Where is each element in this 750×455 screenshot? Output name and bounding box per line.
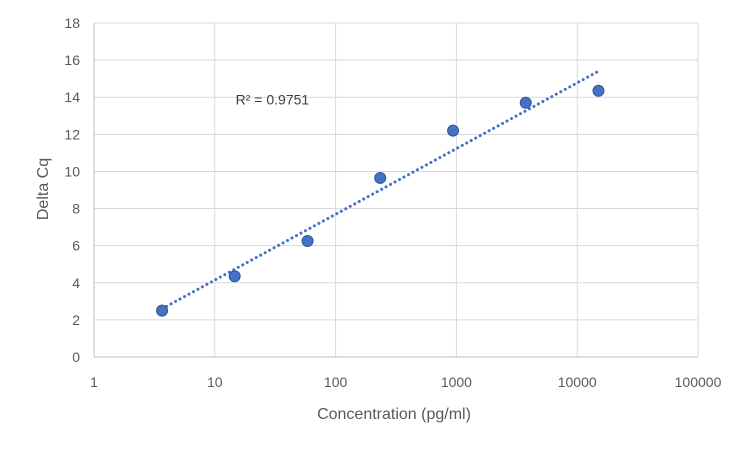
data-point bbox=[228, 270, 241, 283]
trendline-group bbox=[160, 69, 600, 311]
y-tick-label: 6 bbox=[72, 238, 80, 254]
y-tick-label: 18 bbox=[64, 15, 80, 31]
trendline bbox=[160, 69, 600, 311]
y-axis-title: Delta Cq bbox=[35, 158, 52, 220]
axes bbox=[93, 23, 698, 358]
grid-lines bbox=[94, 22, 699, 357]
data-point bbox=[447, 124, 460, 137]
x-tick-label: 1000 bbox=[441, 374, 472, 390]
data-point bbox=[592, 84, 605, 97]
x-tick-label: 100 bbox=[324, 374, 348, 390]
x-axis-title: Concentration (pg/ml) bbox=[317, 406, 471, 423]
y-tick-label: 2 bbox=[72, 312, 80, 328]
data-point bbox=[301, 235, 314, 248]
x-tick-label: 100000 bbox=[675, 374, 722, 390]
tick-labels: 0 2 4 6 8 10 12 14 16 18 1 10 100 1000 10000 100000 bbox=[64, 15, 721, 390]
y-tick-label: 0 bbox=[72, 349, 80, 365]
y-tick-label: 12 bbox=[64, 126, 80, 142]
x-tick-label: 10000 bbox=[558, 374, 597, 390]
data-point bbox=[519, 96, 532, 109]
y-tick-label: 8 bbox=[72, 201, 80, 217]
data-points bbox=[156, 84, 605, 317]
r-squared-label: R² = 0.9751 bbox=[236, 92, 310, 108]
y-tick-label: 4 bbox=[72, 275, 80, 291]
data-point bbox=[374, 171, 387, 184]
annotations: R² = 0.9751 bbox=[236, 92, 310, 108]
data-point bbox=[156, 304, 169, 317]
y-tick-label: 10 bbox=[64, 163, 80, 179]
x-tick-label: 1 bbox=[90, 374, 98, 390]
y-tick-label: 14 bbox=[64, 89, 80, 105]
y-tick-label: 16 bbox=[64, 52, 80, 68]
x-tick-label: 10 bbox=[207, 374, 223, 390]
